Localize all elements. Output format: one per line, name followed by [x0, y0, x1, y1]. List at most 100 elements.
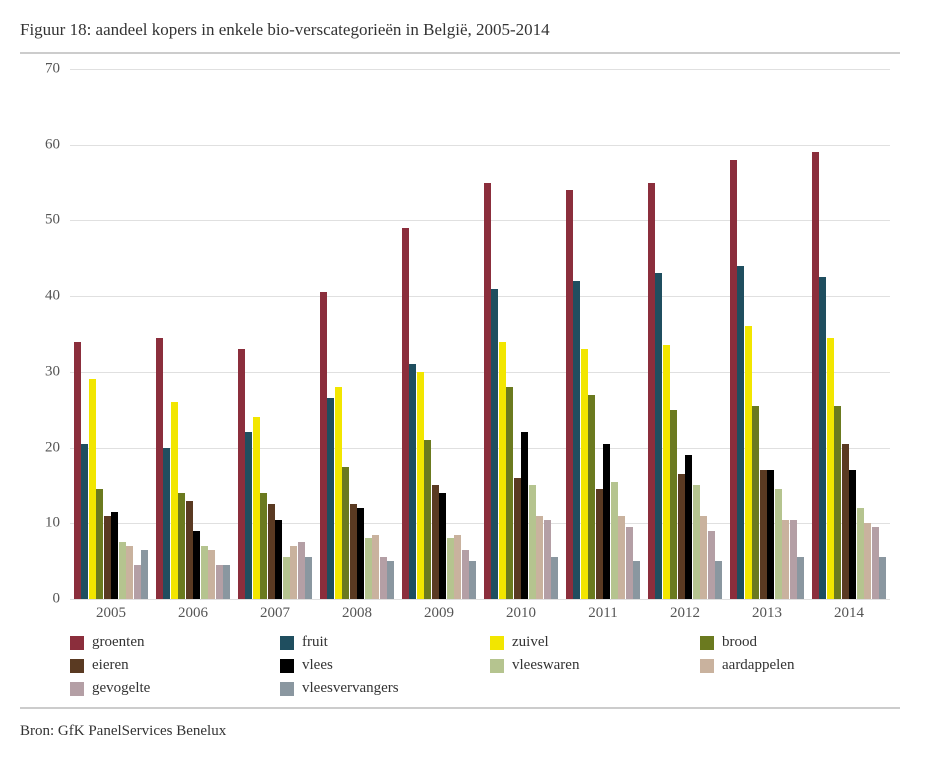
bar-aardappelen	[618, 516, 625, 599]
source-text: Bron: GfK PanelServices Benelux	[20, 723, 916, 740]
legend-item-zuivel: zuivel	[490, 634, 690, 651]
bar-aardappelen	[208, 550, 215, 599]
legend-swatch	[490, 636, 504, 650]
bar-vlees	[111, 512, 118, 599]
bar-vlees	[603, 444, 610, 599]
x-tick-label: 2011	[562, 605, 644, 622]
legend-label: aardappelen	[722, 657, 794, 674]
x-tick-label: 2010	[480, 605, 562, 622]
y-tick-label: 30	[20, 363, 60, 380]
year-group	[644, 69, 726, 599]
bar-aardappelen	[864, 523, 871, 599]
bar-zuivel	[745, 326, 752, 599]
bar-eieren	[760, 470, 767, 599]
bar-groenten	[402, 228, 409, 599]
bar-vleeswaren	[693, 485, 700, 599]
bar-vlees	[685, 455, 692, 599]
x-tick-label: 2008	[316, 605, 398, 622]
chart-container: 010203040506070 200520062007200820092010…	[20, 52, 900, 709]
bar-groenten	[730, 160, 737, 599]
legend-swatch	[280, 682, 294, 696]
bar-vleesvervangers	[551, 557, 558, 599]
year-group	[70, 69, 152, 599]
y-tick-label: 60	[20, 136, 60, 153]
bar-vleeswaren	[283, 557, 290, 599]
bar-vlees	[439, 493, 446, 599]
bar-gevogelte	[544, 520, 551, 600]
bar-vleesvervangers	[305, 557, 312, 599]
bar-aardappelen	[782, 520, 789, 600]
bar-brood	[178, 493, 185, 599]
x-tick-label: 2005	[70, 605, 152, 622]
bar-brood	[342, 467, 349, 600]
bar-zuivel	[827, 338, 834, 599]
legend-label: fruit	[302, 634, 328, 651]
legend-label: brood	[722, 634, 757, 651]
y-tick-label: 20	[20, 439, 60, 456]
bar-aardappelen	[372, 535, 379, 599]
bar-fruit	[81, 444, 88, 599]
bar-fruit	[245, 432, 252, 599]
bar-vleeswaren	[119, 542, 126, 599]
year-group	[234, 69, 316, 599]
bar-fruit	[491, 289, 498, 599]
bar-vleeswaren	[447, 538, 454, 599]
bar-fruit	[409, 364, 416, 599]
bar-fruit	[327, 398, 334, 599]
legend-item-vleesvervangers: vleesvervangers	[280, 680, 480, 697]
bar-vlees	[357, 508, 364, 599]
bar-groenten	[812, 152, 819, 599]
legend-item-eieren: eieren	[70, 657, 270, 674]
bar-aardappelen	[536, 516, 543, 599]
x-tick-label: 2013	[726, 605, 808, 622]
bar-vleesvervangers	[223, 565, 230, 599]
bar-vleeswaren	[611, 482, 618, 599]
bar-vleesvervangers	[387, 561, 394, 599]
y-tick-label: 50	[20, 212, 60, 229]
bar-fruit	[819, 277, 826, 599]
bar-vleeswaren	[857, 508, 864, 599]
bar-brood	[752, 406, 759, 599]
year-group	[316, 69, 398, 599]
bar-fruit	[163, 448, 170, 599]
bar-fruit	[655, 273, 662, 599]
bar-groenten	[238, 349, 245, 599]
legend-swatch	[490, 659, 504, 673]
legend-item-vlees: vlees	[280, 657, 480, 674]
bar-gevogelte	[790, 520, 797, 600]
legend-label: eieren	[92, 657, 129, 674]
legend-item-fruit: fruit	[280, 634, 480, 651]
bar-vleesvervangers	[797, 557, 804, 599]
y-tick-label: 0	[20, 591, 60, 608]
bar-vleeswaren	[529, 485, 536, 599]
x-tick-label: 2012	[644, 605, 726, 622]
legend-swatch	[700, 659, 714, 673]
year-group	[808, 69, 890, 599]
bars-layer	[70, 69, 890, 599]
bar-eieren	[268, 504, 275, 599]
bar-aardappelen	[700, 516, 707, 599]
legend-item-vleeswaren: vleeswaren	[490, 657, 690, 674]
legend-label: vleesvervangers	[302, 680, 399, 697]
legend-swatch	[280, 636, 294, 650]
bar-gevogelte	[216, 565, 223, 599]
bar-vlees	[275, 520, 282, 600]
bar-vlees	[767, 470, 774, 599]
bar-brood	[670, 410, 677, 599]
bar-brood	[588, 395, 595, 599]
bar-zuivel	[499, 342, 506, 599]
bar-gevogelte	[134, 565, 141, 599]
legend-label: gevogelte	[92, 680, 150, 697]
bar-eieren	[104, 516, 111, 599]
y-axis: 010203040506070	[20, 69, 60, 599]
bar-gevogelte	[298, 542, 305, 599]
bar-groenten	[484, 183, 491, 599]
legend-swatch	[70, 636, 84, 650]
bar-vlees	[193, 531, 200, 599]
bar-groenten	[74, 342, 81, 599]
legend-label: groenten	[92, 634, 144, 651]
bar-eieren	[678, 474, 685, 599]
bar-vleeswaren	[365, 538, 372, 599]
bar-gevogelte	[626, 527, 633, 599]
x-tick-label: 2007	[234, 605, 316, 622]
